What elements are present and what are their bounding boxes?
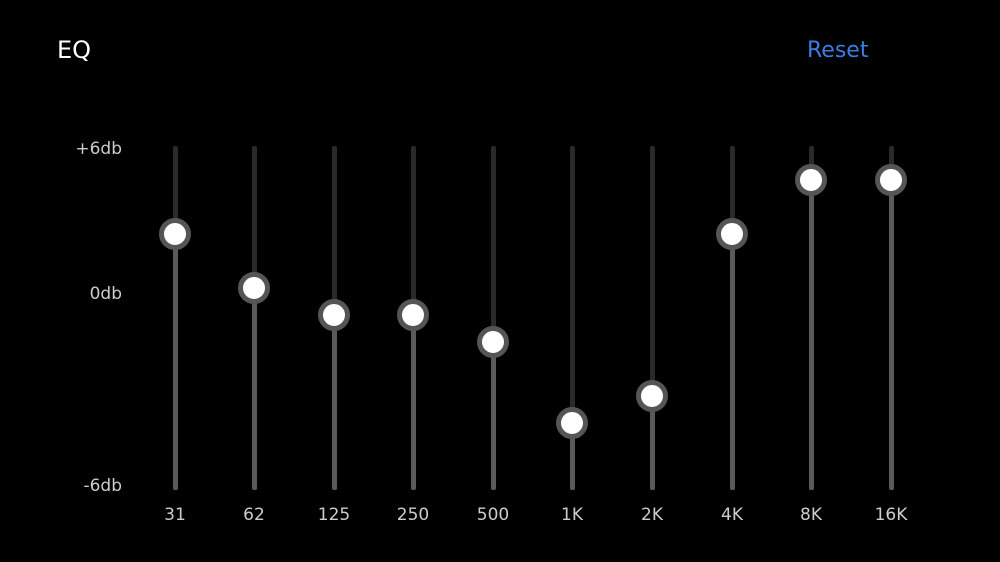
- slider-knob[interactable]: [636, 380, 668, 412]
- slider-knob[interactable]: [159, 218, 191, 250]
- slider-track-upper[interactable]: [410, 146, 416, 315]
- slider-track-lower[interactable]: [888, 180, 894, 490]
- slider-knob[interactable]: [238, 272, 270, 304]
- slider-knob[interactable]: [795, 164, 827, 196]
- slider-track-upper[interactable]: [729, 146, 735, 234]
- slider-knob[interactable]: [318, 299, 350, 331]
- slider-track-lower[interactable]: [649, 396, 655, 490]
- slider-track-lower[interactable]: [569, 423, 575, 490]
- slider-track-upper[interactable]: [569, 146, 575, 423]
- slider-track-upper[interactable]: [490, 146, 496, 342]
- band-label: 4K: [721, 505, 743, 525]
- slider-track-lower[interactable]: [251, 288, 257, 490]
- band-label: 1K: [561, 505, 583, 525]
- slider-track-upper[interactable]: [172, 146, 178, 234]
- slider-knob[interactable]: [875, 164, 907, 196]
- scale-min-label: -6db: [83, 476, 122, 496]
- reset-button[interactable]: Reset: [807, 38, 869, 63]
- slider-track-upper[interactable]: [331, 146, 337, 315]
- slider-track-lower[interactable]: [808, 180, 814, 490]
- slider-track-lower[interactable]: [490, 342, 496, 490]
- scale-max-label: +6db: [75, 139, 122, 159]
- slider-track-upper[interactable]: [808, 146, 814, 180]
- band-label: 16K: [874, 505, 908, 525]
- slider-knob[interactable]: [477, 326, 509, 358]
- band-label: 31: [164, 505, 186, 525]
- slider-knob[interactable]: [716, 218, 748, 250]
- page-title: EQ: [57, 36, 92, 64]
- slider-track-lower[interactable]: [172, 234, 178, 490]
- band-label: 2K: [641, 505, 663, 525]
- band-label: 62: [243, 505, 265, 525]
- band-label: 250: [396, 505, 430, 525]
- scale-mid-label: 0db: [89, 284, 122, 304]
- slider-track-lower[interactable]: [331, 315, 337, 490]
- slider-track-upper[interactable]: [251, 146, 257, 288]
- band-label: 8K: [800, 505, 822, 525]
- band-label: 500: [476, 505, 510, 525]
- slider-track-upper[interactable]: [888, 146, 894, 180]
- slider-track-lower[interactable]: [410, 315, 416, 490]
- slider-knob[interactable]: [556, 407, 588, 439]
- slider-track-lower[interactable]: [729, 234, 735, 490]
- slider-track-upper[interactable]: [649, 146, 655, 396]
- slider-knob[interactable]: [397, 299, 429, 331]
- band-label: 125: [317, 505, 351, 525]
